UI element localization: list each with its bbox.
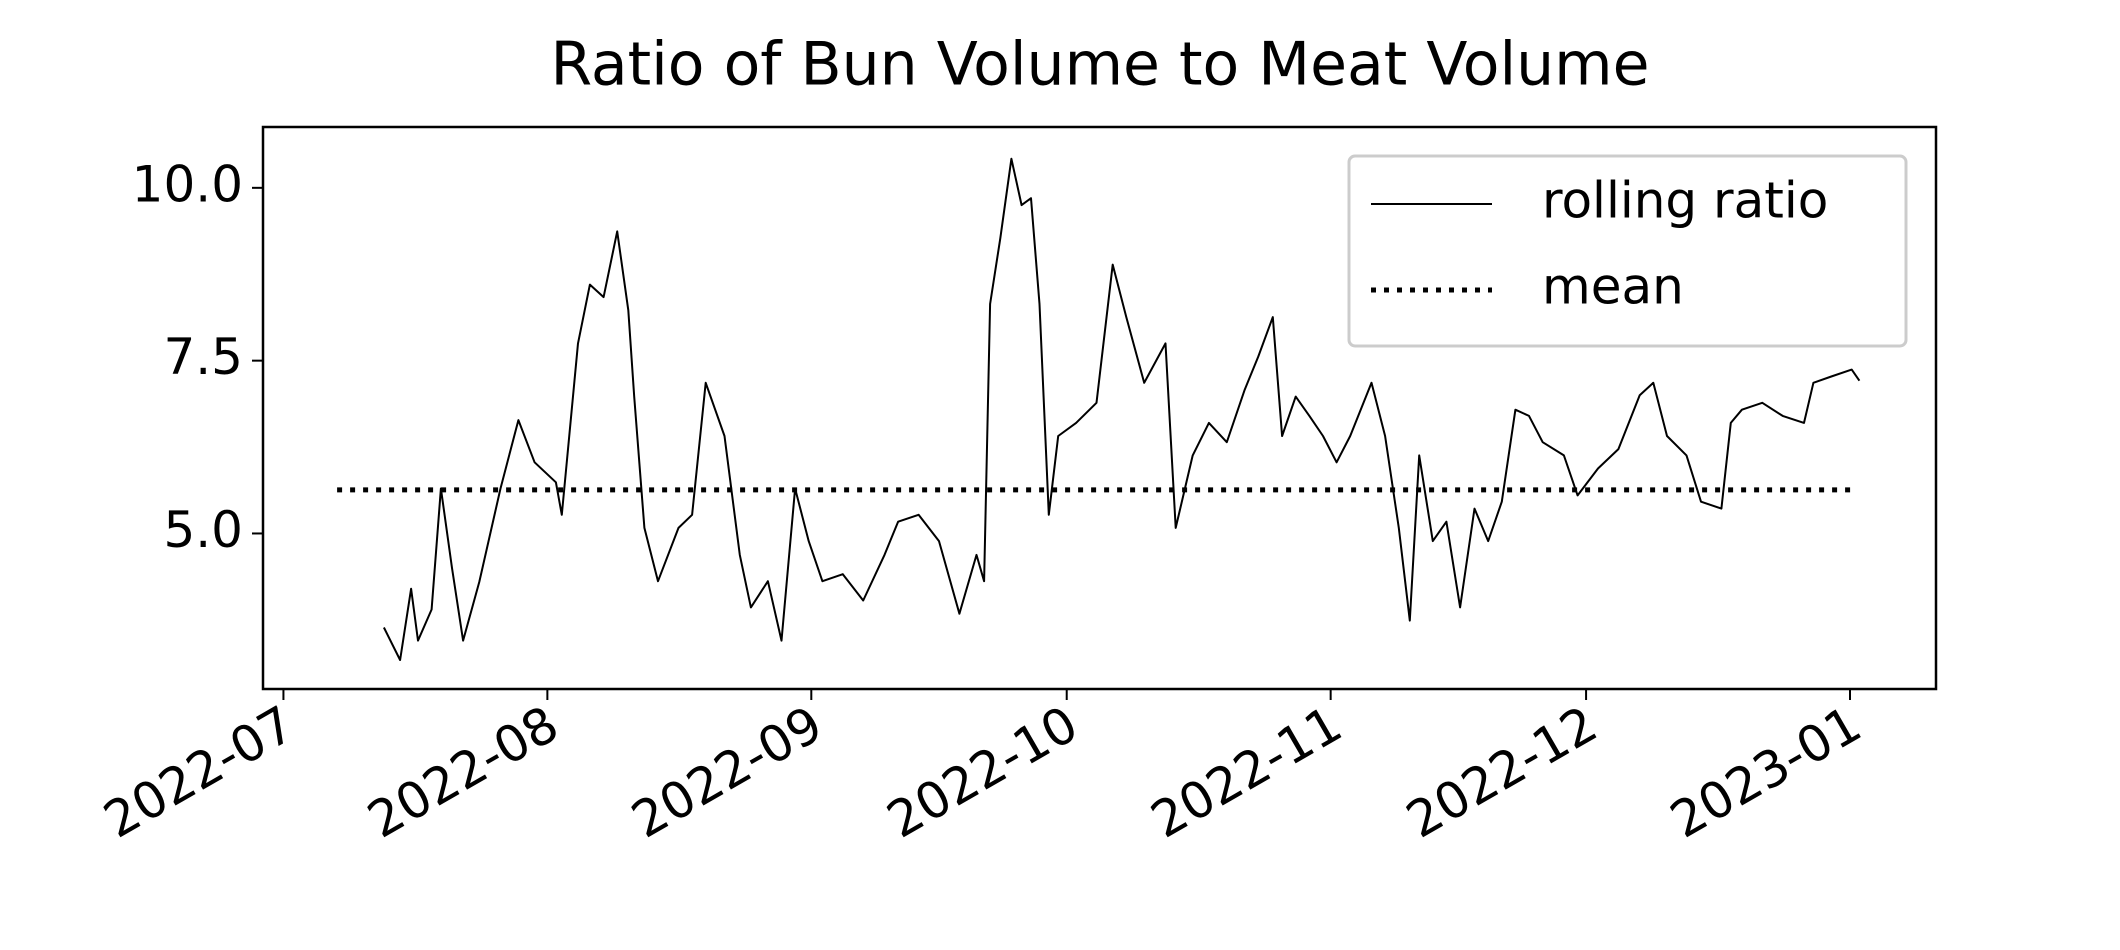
x-tick-label: 2022-08 (358, 695, 568, 850)
chart-title: Ratio of Bun Volume to Meat Volume (550, 30, 1649, 100)
y-tick-label: 5.0 (163, 501, 243, 559)
x-tick-label: 2022-10 (878, 695, 1088, 850)
x-tick-label: 2022-07 (94, 695, 304, 850)
y-tick-label: 10.0 (132, 155, 243, 213)
x-tick-label: 2023-01 (1661, 695, 1871, 850)
legend-label: rolling ratio (1542, 172, 1828, 230)
y-tick-label: 7.5 (163, 328, 243, 386)
x-tick-label: 2022-11 (1141, 695, 1351, 850)
x-tick-label: 2022-12 (1397, 695, 1607, 850)
x-tick-label: 2022-09 (622, 695, 832, 850)
legend: rolling ratio mean (1347, 154, 1908, 348)
series-line (383, 157, 1861, 661)
plot-frame (261, 125, 1938, 691)
legend-label: mean (1542, 258, 1684, 316)
